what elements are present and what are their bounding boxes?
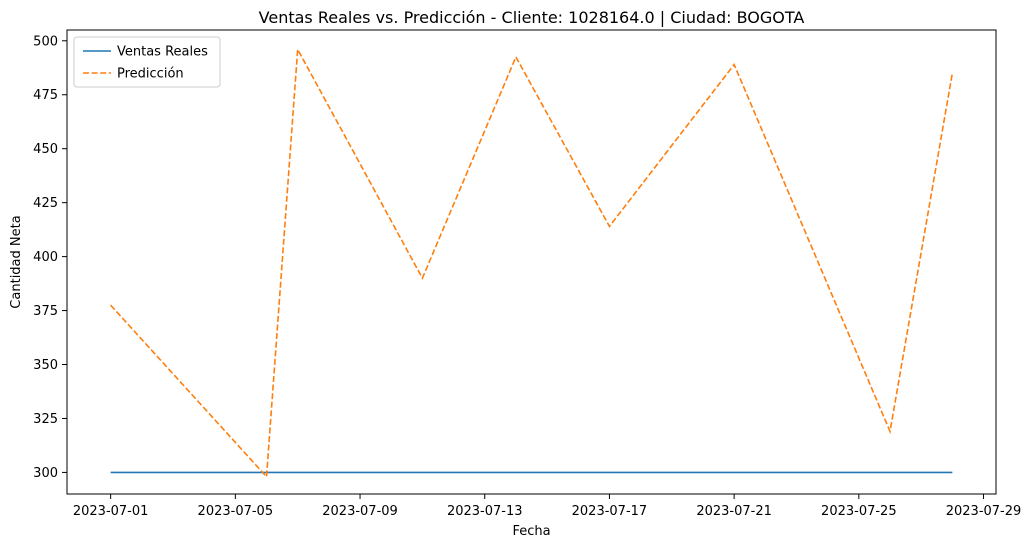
x-axis: 2023-07-01 2023-07-05 2023-07-09 2023-07-13… [73,494,1021,519]
y-tick-label: 425 [33,196,58,211]
chart-title: Ventas Reales vs. Predicción - Cliente: … [259,8,805,27]
legend: Ventas Reales Predicción [73,36,221,88]
y-tick-label: 475 [33,88,58,103]
x-tick-label: 2023-07-13 [447,504,523,519]
x-tick-label: 2023-07-21 [696,504,772,519]
series-line-prediccion [110,46,954,479]
y-tick-label: 400 [33,250,58,265]
x-axis-label: Fecha [512,524,550,539]
y-tick-label: 450 [33,142,58,157]
legend-label: Predicción [117,67,184,82]
x-tick-label: 2023-07-01 [73,504,149,519]
x-tick-label: 2023-07-29 [946,504,1022,519]
x-tick-label: 2023-07-09 [322,504,398,519]
x-tick-label: 2023-07-25 [821,504,897,519]
plot-area [110,46,954,479]
y-axis-label: Cantidad Neta [9,215,24,308]
x-tick-label: 2023-07-17 [572,504,648,519]
legend-box [73,36,221,88]
y-tick-label: 300 [33,466,58,481]
y-tick-label: 375 [33,304,58,319]
y-axis: 300 325 350 375 400 425 450 475 500 [33,34,67,481]
x-tick-label: 2023-07-05 [198,504,274,519]
plot-frame [66,29,997,495]
legend-label: Ventas Reales [117,45,208,60]
y-tick-label: 500 [33,34,58,49]
y-tick-label: 350 [33,358,58,373]
y-tick-label: 325 [33,412,58,427]
